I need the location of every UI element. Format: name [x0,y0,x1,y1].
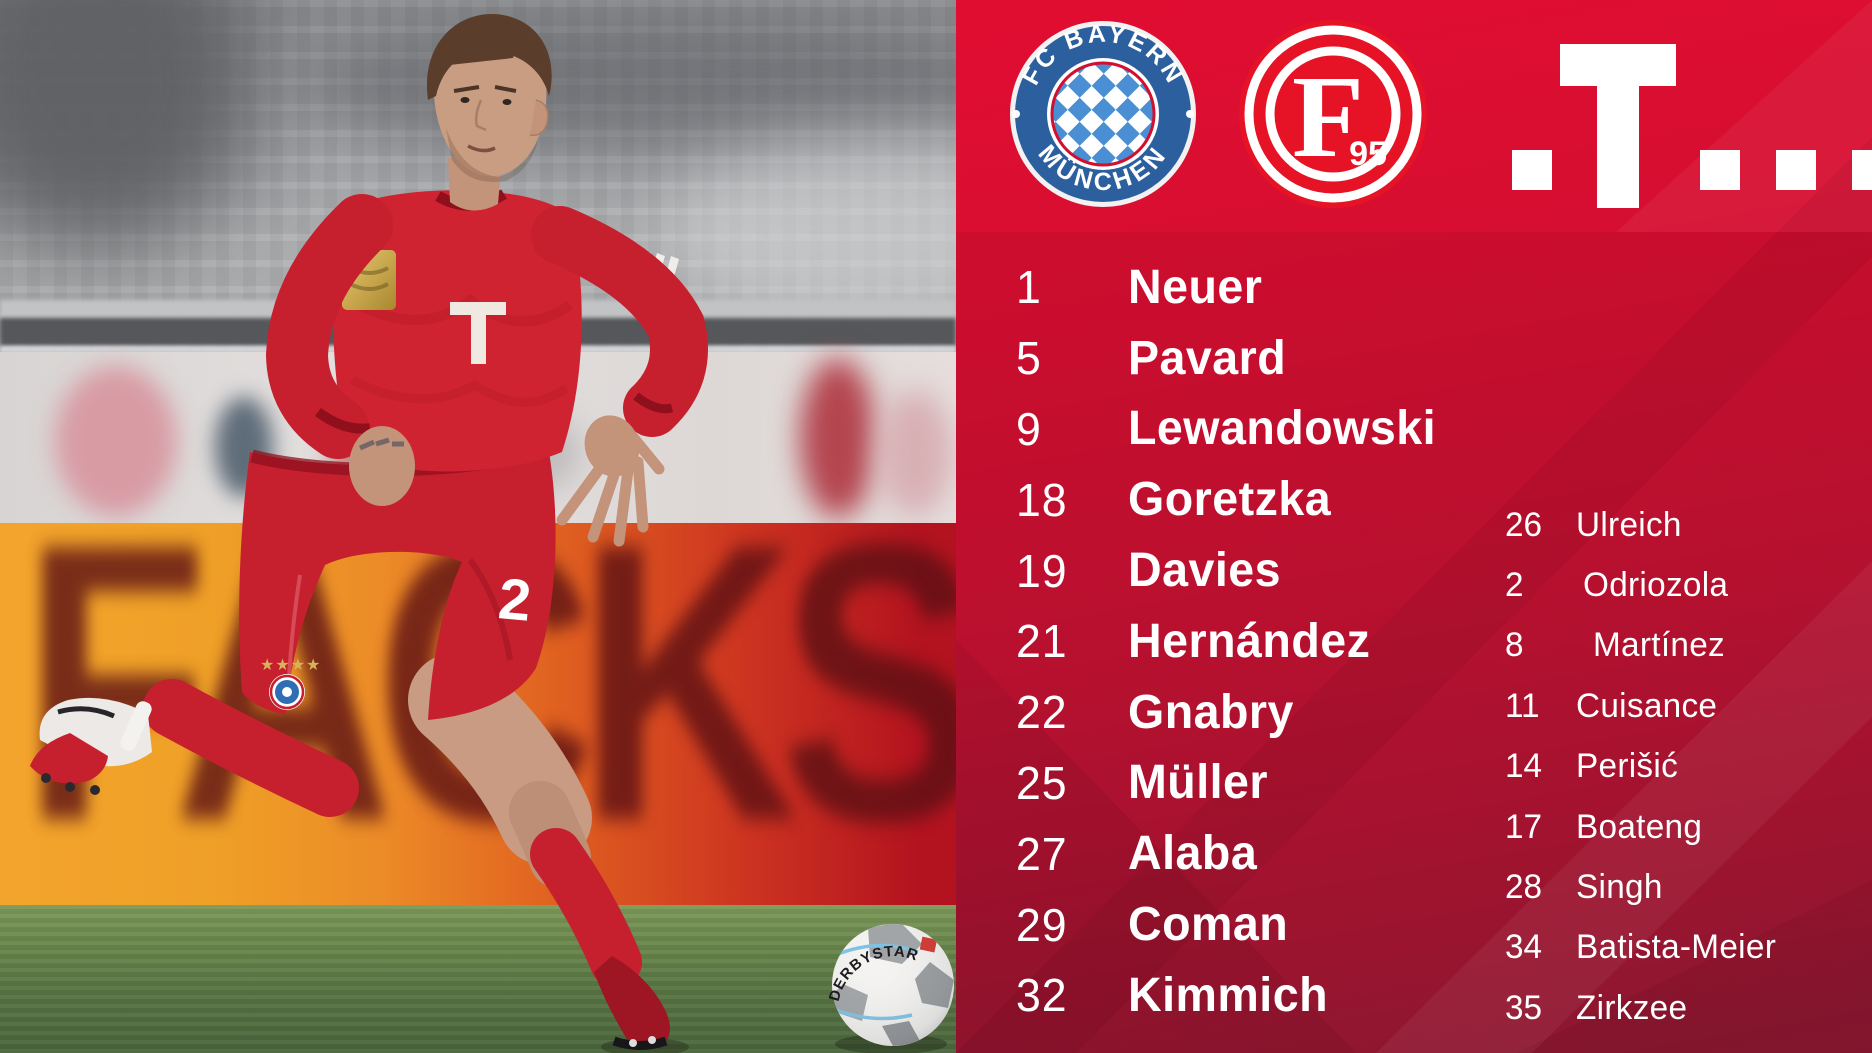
player-number: 1 [1016,261,1042,314]
lineup-row: 9 Lewandowski [1016,394,1446,465]
player-illustration: 2 ★★★★ [30,14,954,1053]
player-right-arm [265,194,415,506]
player-name: Batista-Meier [1576,928,1777,967]
player-name: Odriozola [1583,566,1729,605]
fortuna-badge: F 95 [1239,20,1427,208]
player-number: 28 [1505,868,1543,907]
lineup-row: 25 Müller [1016,748,1446,819]
player-name: Hernández [1128,614,1371,668]
player-name: Boateng [1576,807,1703,846]
lineup-row: 5 Pavard [1016,323,1446,394]
bench-row: 14 Perišić [1505,737,1780,797]
player-number: 5 [1016,332,1042,385]
player-name: Davies [1128,544,1282,598]
lineup-row: 19 Davies [1016,535,1446,606]
panel-pattern [956,0,1872,1053]
player-name: Zirkzee [1576,988,1688,1027]
fortuna-year: 95 [1349,135,1387,173]
player-number: 32 [1016,969,1068,1022]
player-number: 19 [1016,544,1068,597]
player-name: Singh [1576,868,1663,907]
stands-shadow-band [300,20,956,150]
player-name: Gnabry [1128,685,1294,739]
stadium-photo: FACKST [0,0,956,1053]
jersey-sponsor-t-icon [450,302,506,364]
player-number: 9 [1016,402,1042,455]
player-name: Martínez [1593,626,1725,665]
starting-lineup-list: 1 Neuer 5 Pavard 9 Lewandowski 18 Goretzka 19 Dav… [1016,252,1446,1031]
player-name: Ulreich [1576,505,1682,544]
player-number: 8 [1505,626,1524,665]
lineup-row: 1 Neuer [1016,252,1446,323]
bench-row: 2 Odriozola [1505,555,1780,615]
fortuna-letter: F [1292,51,1364,182]
telekom-t-icon [1512,44,1872,208]
lineup-row: 18 Goretzka [1016,464,1446,535]
blurred-figure [800,358,876,518]
bench-row: 28 Singh [1505,857,1780,917]
player-name: Coman [1128,898,1289,952]
player-head [427,14,552,183]
header-logos: FC BAYERN MÜNCHEN F 95 [1010,20,1872,208]
player-name: Kimmich [1128,968,1329,1022]
lineup-row: 21 Hernández [1016,606,1446,677]
bench-row: 17 Boateng [1505,797,1780,857]
shorts-crest-stars: ★★★★ [260,657,321,674]
blurred-figure [55,366,177,516]
bayern-badge: FC BAYERN MÜNCHEN [1010,20,1196,207]
player-number: 27 [1016,827,1068,880]
bench-row: 8 Martínez [1505,616,1780,676]
player-number: 34 [1505,928,1543,967]
player-front-leg [408,653,670,1050]
player-name: Pavard [1128,331,1287,385]
player-number: 18 [1016,473,1068,526]
grass-pitch [0,905,956,1053]
player-torso [332,158,679,472]
player-name: Neuer [1128,260,1263,314]
bench-row: 34 Batista-Meier [1505,918,1780,978]
player-number: 25 [1016,756,1068,809]
lineup-row: 29 Coman [1016,889,1446,960]
lineup-panel: FC BAYERN MÜNCHEN F 95 [956,0,1872,1053]
player-number: 22 [1016,686,1068,739]
player-name: Müller [1128,756,1269,810]
bench-row: 11 Cuisance [1505,676,1780,736]
player-number: 21 [1016,615,1068,668]
blurred-figure [878,390,952,516]
player-number: 35 [1505,988,1543,1027]
bench-row: 26 Ulreich [1505,495,1780,555]
lineup-row: 32 Kimmich [1016,960,1446,1031]
player-name: Lewandowski [1128,402,1437,456]
player-number: 2 [1505,566,1524,605]
player-name: Goretzka [1128,473,1332,527]
player-name: Perišić [1576,747,1679,786]
lineup-row: 22 Gnabry [1016,677,1446,748]
player-number: 11 [1505,686,1540,725]
player-trailing-leg [30,679,359,817]
player-name: Cuisance [1576,686,1718,725]
player-left-arm [531,206,708,547]
bench-list: 26 Ulreich 2 Odriozola 8 Martínez 11 Cuisance 14… [1505,495,1780,1039]
player-number: 14 [1505,747,1543,786]
shorts-number: 2 [496,566,534,634]
player-number: 29 [1016,898,1068,951]
player-number: 17 [1505,807,1543,846]
football: DERBYSTAR [826,924,954,1046]
player-number: 26 [1505,505,1543,544]
player-name: Alaba [1128,827,1258,881]
lineup-row: 27 Alaba [1016,818,1446,889]
bench-row: 35 Zirkzee [1505,978,1780,1038]
